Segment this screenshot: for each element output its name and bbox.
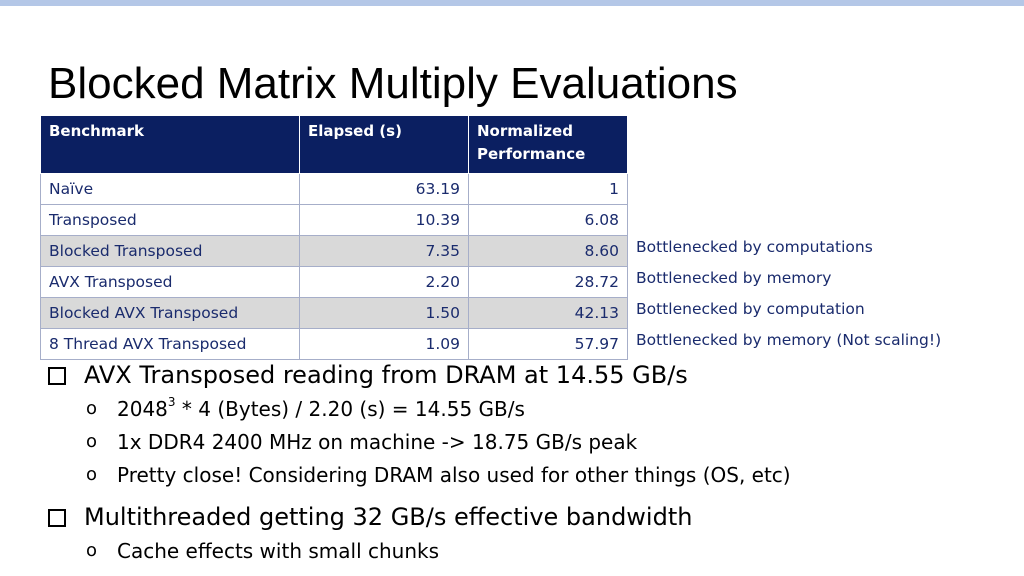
header-elapsed: Elapsed (s) <box>299 115 469 174</box>
elapsed-cell: 1.09 <box>299 328 469 360</box>
table-row: Naïve 63.19 1 <box>40 173 628 205</box>
checkbox-bullet-icon <box>48 509 66 527</box>
bullet-text: AVX Transposed reading from DRAM at 14.5… <box>84 361 688 389</box>
normalized-cell: 6.08 <box>468 204 628 236</box>
elapsed-cell: 10.39 <box>299 204 469 236</box>
circle-bullet-icon: o <box>86 464 98 485</box>
table-row: Blocked AVX Transposed 1.50 42.13 <box>40 297 628 329</box>
benchmark-cell: AVX Transposed <box>40 266 300 298</box>
table-row: Blocked Transposed 7.35 8.60 <box>40 235 628 267</box>
benchmark-cell: 8 Thread AVX Transposed <box>40 328 300 360</box>
row-note: Bottlenecked by computation <box>636 300 865 318</box>
normalized-cell: 42.13 <box>468 297 628 329</box>
normalized-cell: 28.72 <box>468 266 628 298</box>
table-header-row: Benchmark Elapsed (s) Normalized Perform… <box>40 115 628 174</box>
benchmark-cell: Blocked AVX Transposed <box>40 297 300 329</box>
sub-bullet-item: o 1x DDR4 2400 MHz on machine -> 18.75 G… <box>48 425 1008 458</box>
row-note: Bottlenecked by computations <box>636 238 873 256</box>
sub-bullet-text: 20483 * 4 (Bytes) / 2.20 (s) = 14.55 GB/… <box>117 394 525 421</box>
top-accent-bar <box>0 0 1024 6</box>
circle-bullet-icon: o <box>86 431 98 452</box>
table-row: AVX Transposed 2.20 28.72 <box>40 266 628 298</box>
benchmark-table: Benchmark Elapsed (s) Normalized Perform… <box>40 115 628 360</box>
sub-bullet-item: o Pretty close! Considering DRAM also us… <box>48 458 1008 491</box>
bullet-text: Multithreaded getting 32 GB/s effective … <box>84 503 693 531</box>
table-row: 8 Thread AVX Transposed 1.09 57.97 <box>40 328 628 360</box>
table-row: Transposed 10.39 6.08 <box>40 204 628 236</box>
sub-bullet-item: o Cache effects with small chunks <box>48 534 1008 567</box>
checkbox-bullet-icon <box>48 367 66 385</box>
benchmark-cell: Blocked Transposed <box>40 235 300 267</box>
elapsed-cell: 1.50 <box>299 297 469 329</box>
normalized-cell: 57.97 <box>468 328 628 360</box>
sub-bullet-text: Pretty close! Considering DRAM also used… <box>117 462 791 487</box>
benchmark-cell: Naïve <box>40 173 300 205</box>
header-benchmark: Benchmark <box>40 115 300 174</box>
elapsed-cell: 63.19 <box>299 173 469 205</box>
elapsed-cell: 7.35 <box>299 235 469 267</box>
sub-bullet-item: o 20483 * 4 (Bytes) / 2.20 (s) = 14.55 G… <box>48 392 1008 425</box>
row-note: Bottlenecked by memory (Not scaling!) <box>636 331 942 349</box>
elapsed-cell: 2.20 <box>299 266 469 298</box>
sub-bullet-text: Cache effects with small chunks <box>117 538 440 563</box>
circle-bullet-icon: o <box>86 540 98 561</box>
bullet-item: Multithreaded getting 32 GB/s effective … <box>48 500 1008 534</box>
sub-bullet-text: 1x DDR4 2400 MHz on machine -> 18.75 GB/… <box>117 429 638 454</box>
row-note: Bottlenecked by memory <box>636 269 832 287</box>
normalized-cell: 1 <box>468 173 628 205</box>
bullet-item: AVX Transposed reading from DRAM at 14.5… <box>48 358 1008 392</box>
bullet-list: AVX Transposed reading from DRAM at 14.5… <box>48 358 1008 567</box>
benchmark-cell: Transposed <box>40 204 300 236</box>
circle-bullet-icon: o <box>86 398 98 419</box>
normalized-cell: 8.60 <box>468 235 628 267</box>
header-normalized: Normalized Performance <box>468 115 628 174</box>
slide-title: Blocked Matrix Multiply Evaluations <box>48 59 738 108</box>
